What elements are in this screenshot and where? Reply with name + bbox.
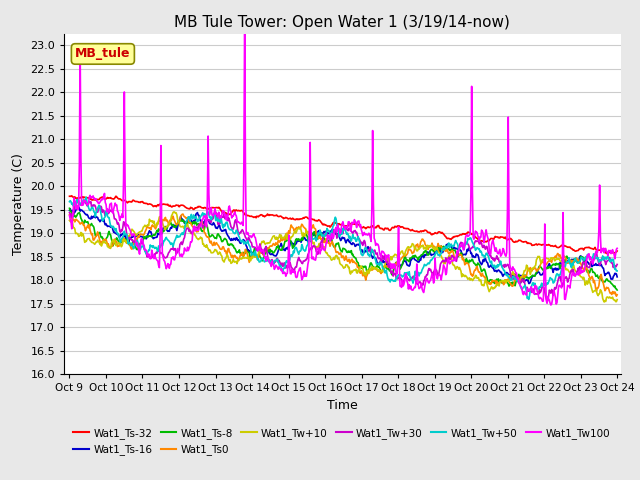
Wat1_Tw+30 bbox=[427, 266, 435, 272]
Line: Wat1_Tw+50: Wat1_Tw+50 bbox=[70, 197, 617, 300]
Wat1_Ts0 bbox=[132, 235, 140, 241]
Wat1_Tw+30 bbox=[76, 202, 83, 207]
Wat1_Tw100 bbox=[547, 302, 555, 308]
Wat1_Ts-16 bbox=[613, 274, 621, 280]
Wat1_Tw100 bbox=[66, 213, 74, 218]
Wat1_Ts-32 bbox=[603, 251, 611, 256]
Wat1_Tw+30 bbox=[132, 241, 140, 247]
Wat1_Ts0 bbox=[66, 212, 74, 217]
Wat1_Tw+50 bbox=[525, 297, 532, 302]
Wat1_Tw+10 bbox=[188, 229, 196, 235]
Wat1_Tw100 bbox=[132, 238, 140, 244]
Wat1_Tw100 bbox=[411, 285, 419, 290]
Wat1_Tw+50 bbox=[427, 257, 435, 263]
Wat1_Ts-8 bbox=[76, 210, 83, 216]
Wat1_Tw+50 bbox=[76, 202, 83, 207]
Text: MB_tule: MB_tule bbox=[75, 48, 131, 60]
Wat1_Ts-16 bbox=[66, 208, 74, 214]
Wat1_Tw+10 bbox=[613, 297, 621, 302]
Wat1_Tw100 bbox=[76, 160, 83, 166]
Wat1_Tw+30 bbox=[613, 262, 621, 267]
Wat1_Tw+10 bbox=[66, 217, 74, 223]
X-axis label: Time: Time bbox=[327, 399, 358, 412]
Wat1_Tw100 bbox=[613, 245, 621, 251]
Wat1_Tw+50 bbox=[188, 216, 196, 221]
Y-axis label: Temperature (C): Temperature (C) bbox=[12, 153, 24, 255]
Wat1_Tw+10 bbox=[600, 299, 608, 305]
Wat1_Ts-32 bbox=[613, 248, 621, 254]
Wat1_Tw+30 bbox=[80, 197, 88, 203]
Wat1_Tw+50 bbox=[132, 239, 140, 244]
Wat1_Tw+50 bbox=[66, 199, 74, 204]
Wat1_Ts-8 bbox=[410, 254, 418, 260]
Wat1_Tw+10 bbox=[170, 209, 178, 215]
Wat1_Ts-32 bbox=[427, 230, 435, 236]
Wat1_Tw+10 bbox=[411, 246, 419, 252]
Wat1_Ts-8 bbox=[188, 220, 195, 226]
Wat1_Ts0 bbox=[612, 293, 620, 299]
Wat1_Tw+30 bbox=[188, 230, 196, 236]
Line: Wat1_Tw+10: Wat1_Tw+10 bbox=[70, 212, 617, 302]
Wat1_Ts-8 bbox=[426, 250, 434, 255]
Wat1_Ts-32 bbox=[188, 205, 196, 211]
Legend: Wat1_Ts-32, Wat1_Ts-16, Wat1_Ts-8, Wat1_Ts0, Wat1_Tw+10, Wat1_Tw+30, Wat1_Tw+50,: Wat1_Ts-32, Wat1_Ts-16, Wat1_Ts-8, Wat1_… bbox=[69, 424, 614, 459]
Wat1_Ts-8 bbox=[132, 244, 140, 250]
Wat1_Tw+50 bbox=[83, 194, 90, 200]
Wat1_Tw+30 bbox=[544, 298, 552, 303]
Line: Wat1_Ts0: Wat1_Ts0 bbox=[70, 214, 617, 296]
Wat1_Ts0 bbox=[217, 246, 225, 252]
Line: Wat1_Ts-32: Wat1_Ts-32 bbox=[70, 196, 617, 253]
Wat1_Ts0 bbox=[179, 211, 187, 217]
Wat1_Tw+50 bbox=[411, 274, 419, 279]
Wat1_Tw+10 bbox=[427, 243, 435, 249]
Wat1_Tw100 bbox=[427, 277, 435, 283]
Wat1_Ts-8 bbox=[613, 287, 621, 293]
Wat1_Ts0 bbox=[427, 244, 435, 250]
Line: Wat1_Tw+30: Wat1_Tw+30 bbox=[70, 200, 617, 300]
Wat1_Tw+30 bbox=[66, 210, 74, 216]
Wat1_Ts-8 bbox=[216, 234, 224, 240]
Wat1_Ts0 bbox=[613, 292, 621, 298]
Wat1_Ts-32 bbox=[411, 228, 419, 234]
Wat1_Tw+10 bbox=[76, 233, 83, 239]
Wat1_Ts-16 bbox=[76, 208, 84, 214]
Wat1_Tw+30 bbox=[411, 276, 419, 282]
Wat1_Tw100 bbox=[216, 213, 224, 219]
Wat1_Tw100 bbox=[188, 240, 195, 245]
Wat1_Tw+10 bbox=[217, 252, 225, 258]
Line: Wat1_Tw100: Wat1_Tw100 bbox=[70, 13, 617, 305]
Wat1_Tw+50 bbox=[613, 268, 621, 274]
Wat1_Tw+10 bbox=[132, 233, 140, 239]
Wat1_Ts0 bbox=[411, 246, 419, 252]
Wat1_Ts0 bbox=[188, 223, 196, 229]
Title: MB Tule Tower: Open Water 1 (3/19/14-now): MB Tule Tower: Open Water 1 (3/19/14-now… bbox=[175, 15, 510, 30]
Wat1_Tw100 bbox=[241, 10, 248, 16]
Wat1_Ts-16 bbox=[427, 251, 435, 256]
Wat1_Ts-32 bbox=[66, 193, 74, 199]
Wat1_Ts-32 bbox=[217, 207, 225, 213]
Wat1_Ts-16 bbox=[75, 204, 83, 210]
Wat1_Tw+30 bbox=[217, 216, 225, 222]
Wat1_Ts-16 bbox=[188, 221, 196, 227]
Wat1_Ts-16 bbox=[525, 281, 532, 287]
Line: Wat1_Ts-16: Wat1_Ts-16 bbox=[70, 207, 617, 284]
Wat1_Ts-32 bbox=[68, 193, 76, 199]
Wat1_Tw+50 bbox=[217, 215, 225, 221]
Wat1_Ts-8 bbox=[66, 205, 74, 211]
Wat1_Ts-16 bbox=[411, 257, 419, 263]
Wat1_Ts-16 bbox=[132, 232, 140, 238]
Wat1_Ts-32 bbox=[76, 195, 84, 201]
Line: Wat1_Ts-8: Wat1_Ts-8 bbox=[70, 208, 617, 290]
Wat1_Ts0 bbox=[76, 220, 83, 226]
Wat1_Ts-16 bbox=[217, 227, 225, 233]
Wat1_Ts-32 bbox=[132, 199, 140, 204]
